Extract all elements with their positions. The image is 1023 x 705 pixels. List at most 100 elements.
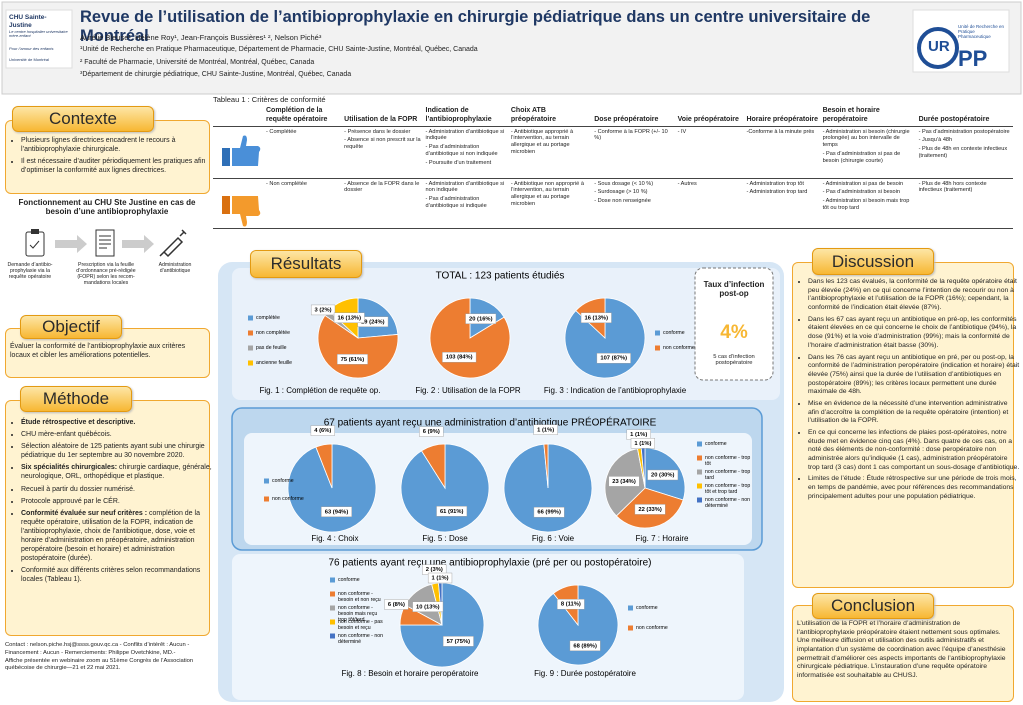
table-cell: - Absence de la FOPR dans le dossier xyxy=(342,178,424,229)
diagram-step: Demande d’antibio-prophylaxie via la req… xyxy=(7,262,53,280)
header-cell: Horaire préopératoire xyxy=(744,106,821,127)
legend-swatch xyxy=(697,441,702,447)
logo-line: Pour l’amour des enfants xyxy=(9,46,54,52)
diagram-step: Administration d’antibiotique xyxy=(158,262,192,274)
label-box xyxy=(436,506,468,517)
right-logo xyxy=(912,9,1010,73)
label-box xyxy=(608,476,640,487)
legend-label: non conforme - trop tôt et trop tard xyxy=(705,483,752,495)
label-box xyxy=(596,352,631,364)
table: Complétion de la requête opératoire Utili… xyxy=(213,106,1013,229)
legend-label: non conforme - trop tard xyxy=(705,469,752,481)
value-label: 57 (75%) xyxy=(447,639,471,645)
table-cell: - Antibiotique non approprié à l’interve… xyxy=(508,178,593,229)
cell-line: - IV xyxy=(677,128,687,135)
legend-label: non conforme - besoin et non reçu xyxy=(338,591,381,603)
section-title: 76 patients ayant reçu une antibioprophy… xyxy=(329,558,652,569)
cell-line: -Conforme à la minute près xyxy=(746,128,815,135)
value-label: 10 (13%) xyxy=(416,604,440,610)
affiliation: ² Faculté de Pharmacie, Université de Mo… xyxy=(80,58,315,66)
value-label: 63 (94%) xyxy=(325,509,349,515)
legend-label: conforme xyxy=(272,478,294,484)
header-cell: Choix ATB préopératoire xyxy=(508,106,593,127)
cell-line: - Pas d’administration d’antibiotique si… xyxy=(425,196,487,210)
legend-swatch xyxy=(330,633,335,639)
label-box xyxy=(442,636,474,647)
legend-swatch xyxy=(697,469,702,475)
value-label: 1 (1%) xyxy=(630,432,647,438)
table-cell: - Antibiotique approprié à l’interventio… xyxy=(508,126,593,179)
label-box xyxy=(557,598,585,610)
legend-label: non conforme - trop tôt xyxy=(705,455,752,467)
document-icon xyxy=(95,229,115,257)
pie-slice xyxy=(543,443,549,489)
left-logo-text: CHU Sainte-Justine Le centre hospitalier… xyxy=(9,14,69,63)
legend-swatch xyxy=(330,619,335,625)
icon-cell xyxy=(213,178,264,229)
value-label: 3 (2%) xyxy=(315,307,332,313)
bullet-text: complétion de la requête opératoire, uti… xyxy=(21,509,200,563)
label-box xyxy=(427,572,453,584)
logo-caption: Unité de Recherche en Pratique Pharmaceu… xyxy=(958,24,1005,39)
discussion-list: Dans les 123 cas évalués, la conformité … xyxy=(797,278,1020,505)
table-cell: - IV xyxy=(675,126,745,179)
label-box xyxy=(569,640,601,652)
cell-line: - Antibiotique non approprié à l’interve… xyxy=(510,180,584,208)
bullet: Conformité aux différents critères selon… xyxy=(21,566,216,584)
legend-swatch xyxy=(248,315,253,321)
cell-line: - Administration si besoin (chirurgie pr… xyxy=(822,128,910,149)
section-heading: Conclusion xyxy=(812,593,934,619)
header-cell: Indication de l’antibioprophylaxie xyxy=(423,106,509,127)
value-label: 75 (61%) xyxy=(341,357,365,363)
title: Revue de l’utilisation de l’antibioproph… xyxy=(80,8,871,45)
logo-ring xyxy=(917,27,959,69)
cell-line: - Non complétée xyxy=(265,180,308,187)
value-label: 29 (24%) xyxy=(361,319,385,325)
footer-line: Contact : nelson.piche.hsj@ssss.gouv.qc.… xyxy=(5,642,190,656)
anti-panel xyxy=(232,554,744,700)
legend-label: ancienne feuille xyxy=(256,360,292,366)
cell-line: - Plus de 48h hors contexte infectieux (… xyxy=(918,180,987,194)
figure-caption: Fig. 6 : Voie xyxy=(532,534,575,543)
cell-line: - Surdosage (> 10 %) xyxy=(594,189,648,196)
cell-line: - Administration d’antibiotique si indiq… xyxy=(425,128,505,142)
icon-cell xyxy=(213,126,264,179)
value-label: 68 (89%) xyxy=(573,643,597,649)
label-box xyxy=(333,312,365,324)
affiliation: ³Département de chirurgie pédiatrique, C… xyxy=(80,71,352,78)
figure-caption: Fig. 4 : Choix xyxy=(311,534,358,543)
header-cell: Voie préopératoire xyxy=(675,106,745,127)
value-label: 1 (1%) xyxy=(634,441,651,447)
legend-label: conforme xyxy=(338,577,360,583)
total-title: TOTAL : 123 patients étudiés xyxy=(436,271,565,282)
label-box xyxy=(580,312,612,324)
table-title: Tableau 1 : Critères de conformité xyxy=(213,95,326,104)
legend-label: non conforme - pas besoin et reçu xyxy=(338,619,384,631)
table-cell: - Pas d’administration postopératoire - J… xyxy=(916,126,1013,179)
legend-swatch xyxy=(248,360,253,366)
legend-label: non conforme - non déterminé xyxy=(338,633,384,645)
label-box xyxy=(442,351,477,363)
label-box xyxy=(310,425,335,436)
label-box xyxy=(533,424,558,435)
legend-swatch xyxy=(655,330,660,336)
legend-swatch xyxy=(330,605,335,611)
label-box xyxy=(310,304,336,316)
bullet: Il est nécessaire d’auditer périodiqueme… xyxy=(21,157,216,175)
label-box xyxy=(634,504,666,515)
table-row: - Non complétée - Absence de la FOPR dans… xyxy=(213,178,1013,229)
cell-line: - Dose non renseignée xyxy=(594,198,651,205)
logo-line: CHU Sainte-Justine xyxy=(9,14,47,29)
bullet: Sélection aléatoire de 125 patients ayan… xyxy=(21,442,216,460)
authors: Aurélie Bleuse¹, Hélène Roy¹, Jean-Franç… xyxy=(80,33,322,42)
bullet-lead: Étude rétrospective et descriptive. xyxy=(21,419,136,426)
section-heading: Objectif xyxy=(20,315,122,339)
table-cell: - Complétée xyxy=(263,126,343,179)
legend-label: non conforme xyxy=(663,345,695,351)
logo-line: Le centre hospitalier universitaire mère… xyxy=(9,28,68,39)
header-row: Complétion de la requête opératoire Utili… xyxy=(213,106,1013,127)
label-box xyxy=(533,506,565,518)
legend-swatch xyxy=(264,496,269,502)
